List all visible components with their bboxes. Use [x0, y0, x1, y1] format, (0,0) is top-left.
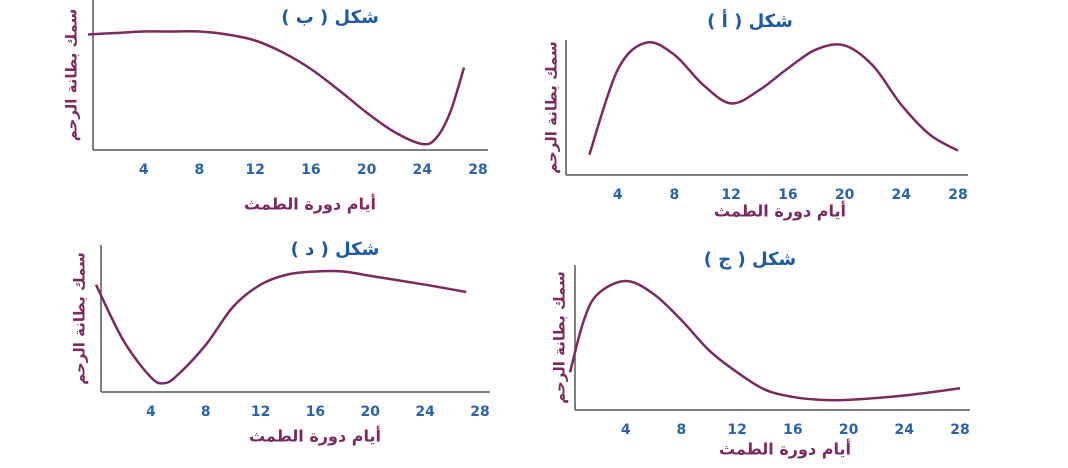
x-tick-label: 4: [613, 187, 623, 203]
x-tick-label: 8: [201, 404, 211, 420]
chart-title: شكل ( ب ): [281, 7, 379, 28]
x-tick-label: 12: [251, 404, 270, 420]
x-tick-label: 24: [415, 404, 435, 420]
x-tick-label: 4: [139, 162, 149, 178]
x-tick-label: 4: [146, 404, 156, 420]
x-axis-label: أيام دورة الطمث: [249, 426, 381, 446]
x-tick-label: 8: [195, 162, 205, 178]
chart-title: شكل ( أ ): [707, 9, 793, 32]
x-tick-label: 4: [621, 422, 631, 438]
x-tick-label: 24: [413, 162, 433, 178]
x-tick-label: 8: [677, 422, 687, 438]
curve: [588, 40, 959, 156]
x-tick-label: 20: [839, 422, 859, 438]
x-tick-label: 12: [727, 422, 746, 438]
x-tick-label: 24: [895, 422, 915, 438]
x-tick-label: 16: [301, 162, 320, 178]
x-tick-label: 8: [670, 187, 680, 203]
chart-title: شكل ( ج ): [704, 249, 796, 270]
y-axis-label: سمك بطانة الرحم: [63, 9, 81, 142]
x-tick-label: 20: [835, 187, 855, 203]
y-axis-label: سمك بطانة الرحم: [551, 271, 569, 404]
x-tick-label: 28: [948, 187, 967, 203]
x-axis-label: أيام دورة الطمث: [719, 439, 851, 459]
curve: [94, 269, 467, 385]
y-axis-label: سمك بطانة الرحم: [543, 41, 561, 174]
x-tick-label: 28: [950, 422, 969, 438]
x-tick-label: 24: [892, 187, 912, 203]
y-axis-label: سمك بطانة الرحم: [71, 252, 89, 385]
x-tick-label: 12: [245, 162, 264, 178]
x-tick-label: 16: [783, 422, 802, 438]
x-tick-label: 16: [778, 187, 797, 203]
x-axis-label: أيام دورة الطمث: [714, 201, 846, 221]
chart-title: شكل ( د ): [291, 239, 380, 260]
x-tick-label: 12: [721, 187, 740, 203]
x-tick-label: 16: [306, 404, 325, 420]
x-tick-label: 20: [361, 404, 381, 420]
x-tick-label: 20: [357, 162, 377, 178]
curve: [87, 30, 466, 146]
curve: [568, 279, 961, 402]
x-axis-label: أيام دورة الطمث: [244, 194, 376, 214]
x-tick-label: 28: [470, 404, 489, 420]
x-tick-label: 28: [468, 162, 487, 178]
